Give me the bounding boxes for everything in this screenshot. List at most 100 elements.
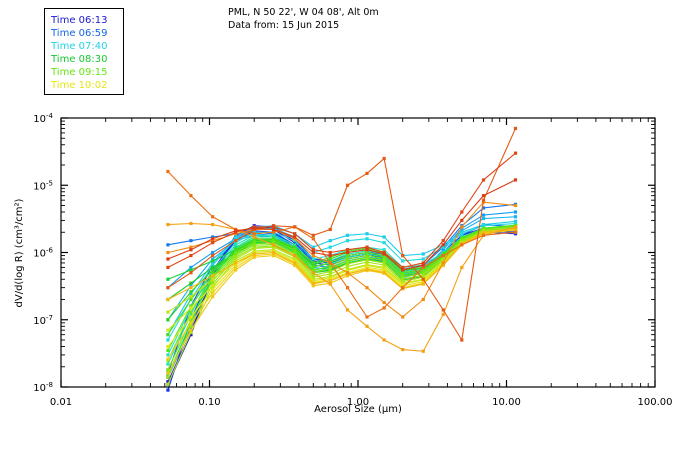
legend-entry-5: Time 10:02 (51, 80, 108, 91)
series-t35 (166, 178, 518, 272)
data-point (421, 273, 425, 277)
y-tick-label: 10-7 (33, 314, 53, 327)
data-point (189, 253, 193, 258)
data-point (311, 275, 315, 279)
data-point (421, 261, 425, 265)
data-point (252, 255, 256, 259)
data-point (189, 326, 193, 330)
data-point (189, 281, 193, 285)
data-point (271, 243, 276, 247)
data-point (234, 248, 238, 252)
data-point (460, 225, 464, 229)
data-point (189, 306, 193, 310)
data-point (166, 222, 170, 227)
data-point (328, 282, 332, 286)
data-point (401, 265, 405, 270)
data-point (293, 252, 297, 256)
data-point (311, 273, 315, 277)
data-point (441, 263, 445, 267)
data-point (252, 232, 256, 236)
data-point (421, 282, 425, 286)
data-point (211, 268, 215, 272)
data-point (441, 261, 445, 265)
legend-entry-2: Time 07:40 (51, 41, 108, 52)
data-point (345, 255, 350, 259)
data-point (166, 380, 170, 384)
data-point (293, 232, 297, 236)
data-point (345, 271, 350, 275)
data-point (234, 261, 238, 265)
data-point (234, 268, 238, 272)
data-point (234, 229, 238, 233)
data-point (513, 126, 518, 131)
data-point (345, 262, 350, 266)
data-point (328, 263, 332, 268)
series-line (167, 201, 516, 318)
data-point (271, 239, 276, 243)
data-point (382, 252, 386, 256)
data-point (211, 265, 215, 270)
data-point (211, 250, 215, 255)
data-point (252, 246, 256, 251)
data-point (211, 286, 215, 290)
data-point (441, 312, 445, 317)
series-line (167, 227, 516, 300)
data-point (189, 239, 193, 243)
data-point (382, 300, 386, 305)
data-point (166, 286, 170, 290)
data-point (189, 268, 193, 272)
data-point (166, 375, 170, 379)
data-point (166, 382, 170, 386)
data-point (189, 321, 193, 325)
data-point (365, 245, 369, 249)
series-line (167, 128, 517, 341)
data-point (328, 250, 332, 255)
data-point (211, 222, 215, 227)
data-point (271, 237, 276, 241)
data-point (345, 248, 350, 252)
series-line (167, 222, 516, 352)
x-tick-label: 0.01 (50, 397, 72, 408)
data-point (234, 255, 238, 259)
data-point (382, 271, 386, 275)
data-point (382, 268, 386, 272)
data-point (271, 233, 276, 237)
data-point (271, 241, 276, 245)
data-point (345, 286, 350, 290)
data-point (382, 256, 386, 260)
data-point (345, 239, 350, 243)
data-point (189, 318, 193, 322)
data-point (211, 291, 215, 295)
data-point (328, 239, 332, 243)
legend-entry-0: Time 06:13 (51, 15, 108, 26)
data-point (421, 268, 425, 272)
data-point (293, 245, 297, 249)
series-line (167, 225, 516, 351)
data-point (166, 353, 170, 357)
data-point (211, 295, 215, 299)
data-point (382, 235, 386, 239)
data-point (328, 255, 332, 259)
data-point (382, 261, 386, 265)
data-point (211, 261, 215, 265)
series-t20 (166, 224, 518, 362)
data-point (328, 257, 332, 261)
x-tick-label: 100.00 (638, 397, 673, 408)
data-point (365, 260, 369, 264)
data-point (189, 271, 193, 275)
data-point (211, 259, 215, 263)
data-point (345, 264, 350, 269)
data-point (441, 245, 445, 249)
data-point (345, 257, 350, 261)
data-point (189, 265, 193, 270)
series-t32 (166, 169, 518, 319)
data-point (166, 265, 170, 270)
data-point (382, 306, 386, 310)
data-point (328, 261, 332, 265)
legend-entry-1: Time 06:59 (51, 28, 108, 39)
legend-entry-4: Time 09:15 (51, 67, 108, 78)
data-point (421, 297, 425, 302)
series-t12 (166, 225, 518, 366)
data-point (189, 221, 193, 226)
data-point (166, 368, 170, 372)
